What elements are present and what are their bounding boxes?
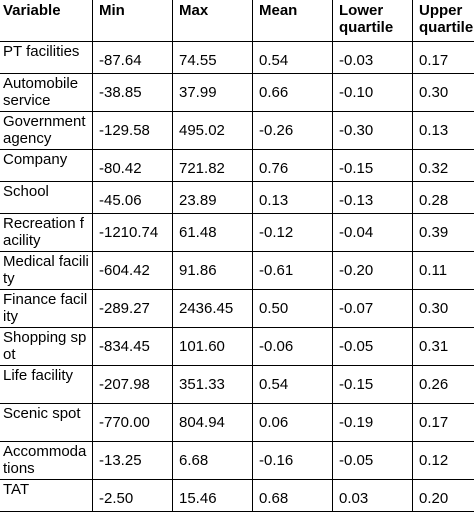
cell-min: -38.85 [92, 73, 173, 112]
cell-variable: Shopping spot [0, 327, 93, 366]
cell-max: 23.89 [172, 181, 253, 214]
cell-mean: -0.26 [252, 111, 333, 150]
cell-variable: Automobile service [0, 73, 93, 112]
cell-min: -770.00 [92, 403, 173, 442]
cell-lower-quartile: -0.10 [332, 73, 413, 112]
table-row: Scenic spot -770.00 804.94 0.06 -0.19 0.17 [0, 403, 474, 442]
cell-upper-quartile: 0.39 [412, 213, 474, 252]
header-variable: Variable [0, 0, 93, 42]
cell-upper-quartile: 0.26 [412, 365, 474, 404]
cell-mean: 0.54 [252, 41, 333, 74]
cell-min: -289.27 [92, 289, 173, 328]
cell-variable: Accommodations [0, 441, 93, 480]
cell-variable: PT facilities [0, 41, 93, 74]
cell-lower-quartile: -0.19 [332, 403, 413, 442]
cell-variable: Finance facility [0, 289, 93, 328]
cell-lower-quartile: -0.15 [332, 149, 413, 182]
cell-mean: 0.50 [252, 289, 333, 328]
cell-upper-quartile: 0.31 [412, 327, 474, 366]
cell-lower-quartile: 0.03 [332, 479, 413, 512]
cell-upper-quartile: 0.32 [412, 149, 474, 182]
cell-max: 6.68 [172, 441, 253, 480]
cell-mean: 0.76 [252, 149, 333, 182]
cell-mean: 0.13 [252, 181, 333, 214]
cell-upper-quartile: 0.11 [412, 251, 474, 290]
table-row: Government agency -129.58 495.02 -0.26 -0.30… [0, 111, 474, 150]
cell-mean: -0.12 [252, 213, 333, 252]
table-row: PT facilities -87.64 74.55 0.54 -0.03 0.17 [0, 41, 474, 74]
header-min: Min [92, 0, 173, 42]
cell-lower-quartile: -0.20 [332, 251, 413, 290]
cell-lower-quartile: -0.03 [332, 41, 413, 74]
cell-upper-quartile: 0.30 [412, 289, 474, 328]
cell-upper-quartile: 0.13 [412, 111, 474, 150]
cell-variable: Life facility [0, 365, 93, 404]
cell-mean: 0.06 [252, 403, 333, 442]
cell-max: 15.46 [172, 479, 253, 512]
cell-variable: TAT [0, 479, 93, 512]
cell-max: 804.94 [172, 403, 253, 442]
cell-lower-quartile: -0.13 [332, 181, 413, 214]
cell-min: -45.06 [92, 181, 173, 214]
cell-lower-quartile: -0.07 [332, 289, 413, 328]
cell-upper-quartile: 0.28 [412, 181, 474, 214]
cell-min: -604.42 [92, 251, 173, 290]
cell-upper-quartile: 0.20 [412, 479, 474, 512]
table-row: Shopping spot -834.45 101.60 -0.06 -0.05 0.31 [0, 327, 474, 366]
cell-lower-quartile: -0.05 [332, 327, 413, 366]
cell-upper-quartile: 0.17 [412, 41, 474, 74]
cell-mean: 0.54 [252, 365, 333, 404]
cell-max: 37.99 [172, 73, 253, 112]
cell-min: -1210.74 [92, 213, 173, 252]
cell-mean: -0.61 [252, 251, 333, 290]
cell-mean: 0.66 [252, 73, 333, 112]
cell-variable: Government agency [0, 111, 93, 150]
cell-lower-quartile: -0.30 [332, 111, 413, 150]
cell-variable: Recreation facility [0, 213, 93, 252]
table-row: School -45.06 23.89 0.13 -0.13 0.28 [0, 181, 474, 214]
cell-mean: 0.68 [252, 479, 333, 512]
cell-max: 91.86 [172, 251, 253, 290]
cell-variable: Medical facility [0, 251, 93, 290]
cell-min: -834.45 [92, 327, 173, 366]
table-row: Company -80.42 721.82 0.76 -0.15 0.32 [0, 149, 474, 182]
table-row: Life facility -207.98 351.33 0.54 -0.15 0.26 [0, 365, 474, 404]
cell-upper-quartile: 0.12 [412, 441, 474, 480]
cell-min: -13.25 [92, 441, 173, 480]
cell-upper-quartile: 0.30 [412, 73, 474, 112]
table-row: Recreation facility -1210.74 61.48 -0.12 -0.… [0, 213, 474, 252]
header-row: Variable Min Max Mean Lower quartile Upp… [0, 0, 474, 42]
cell-min: -207.98 [92, 365, 173, 404]
cell-max: 351.33 [172, 365, 253, 404]
cell-max: 74.55 [172, 41, 253, 74]
table-row: TAT -2.50 15.46 0.68 0.03 0.20 [0, 479, 474, 512]
header-mean: Mean [252, 0, 333, 42]
cell-min: -129.58 [92, 111, 173, 150]
cell-max: 2436.45 [172, 289, 253, 328]
header-max: Max [172, 0, 253, 42]
cell-max: 61.48 [172, 213, 253, 252]
table-row: Finance facility -289.27 2436.45 0.50 -0.07 0… [0, 289, 474, 328]
cell-min: -87.64 [92, 41, 173, 74]
cell-variable: Scenic spot [0, 403, 93, 442]
cell-lower-quartile: -0.15 [332, 365, 413, 404]
table-row: Automobile service -38.85 37.99 0.66 -0.10 0.… [0, 73, 474, 112]
cell-min: -80.42 [92, 149, 173, 182]
cell-mean: -0.16 [252, 441, 333, 480]
header-lower-quartile: Lower quartile [332, 0, 413, 42]
cell-min: -2.50 [92, 479, 173, 512]
cell-variable: School [0, 181, 93, 214]
cell-lower-quartile: -0.04 [332, 213, 413, 252]
cell-upper-quartile: 0.17 [412, 403, 474, 442]
header-upper-quartile: Upper quartile [412, 0, 474, 42]
table-row: Accommodations -13.25 6.68 -0.16 -0.05 0.12 [0, 441, 474, 480]
cell-lower-quartile: -0.05 [332, 441, 413, 480]
cell-max: 721.82 [172, 149, 253, 182]
table-row: Medical facility -604.42 91.86 -0.61 -0.20 0.… [0, 251, 474, 290]
cell-mean: -0.06 [252, 327, 333, 366]
cell-max: 495.02 [172, 111, 253, 150]
cell-variable: Company [0, 149, 93, 182]
cell-max: 101.60 [172, 327, 253, 366]
